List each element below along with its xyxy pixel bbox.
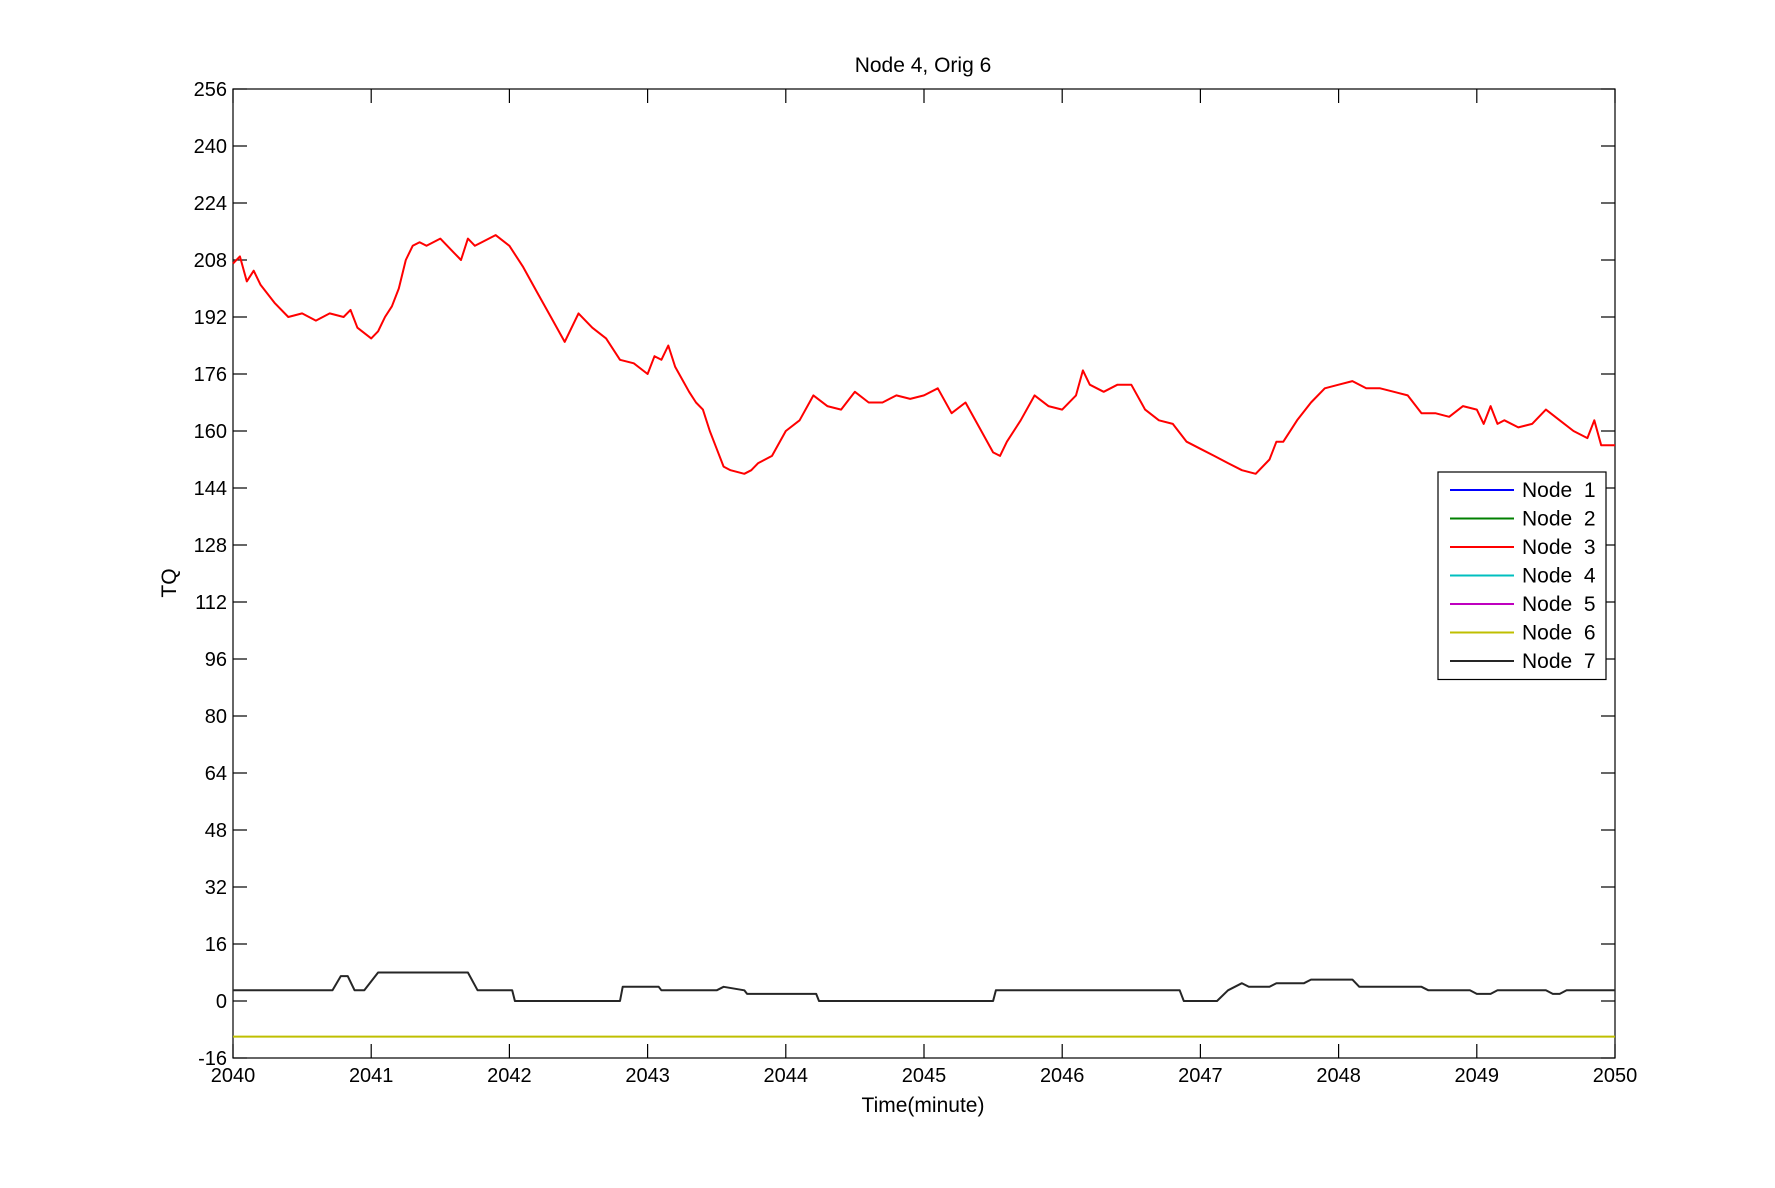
x-tick-label: 2049: [1455, 1065, 1500, 1087]
x-tick-label: 2043: [625, 1065, 670, 1087]
y-tick-label: 112: [195, 592, 227, 614]
legend-label: Node 7: [1522, 650, 1596, 673]
legend-label: Node 4: [1522, 565, 1596, 588]
y-tick-label: 16: [205, 934, 227, 956]
y-tick-label: 32: [205, 877, 227, 899]
y-axis-label: TQ: [158, 568, 181, 597]
legend-label: Node 3: [1522, 536, 1596, 559]
y-tick-label: 128: [194, 535, 227, 557]
x-tick-label: 2046: [1040, 1065, 1085, 1087]
x-tick-label: 2044: [764, 1065, 809, 1087]
y-tick-label: 192: [194, 307, 227, 329]
x-tick-label: 2050: [1593, 1065, 1638, 1087]
x-tick-label: 2045: [902, 1065, 947, 1087]
x-tick-label: 2041: [349, 1065, 394, 1087]
legend-label: Node 6: [1522, 622, 1596, 645]
series-line-3: [232, 234, 1615, 475]
y-tick-label: 64: [205, 763, 227, 785]
y-tick-label: -16: [198, 1048, 227, 1070]
y-tick-label: 96: [205, 649, 227, 671]
chart-title: Node 4, Orig 6: [855, 54, 992, 77]
legend-label: Node 5: [1522, 593, 1596, 616]
y-tick-label: 80: [205, 706, 227, 728]
y-tick-label: 144: [194, 478, 227, 500]
x-tick-label: 2047: [1178, 1065, 1223, 1087]
y-tick-label: 240: [194, 136, 227, 158]
y-tick-label: 256: [194, 79, 227, 101]
legend-label: Node 1: [1522, 479, 1596, 502]
y-tick-label: 208: [194, 250, 227, 272]
x-tick-label: 2040: [211, 1065, 256, 1087]
x-axis-label: Time(minute): [862, 1094, 985, 1117]
axes-box: [232, 88, 1616, 1059]
legend-label: Node 2: [1522, 508, 1596, 531]
y-tick-label: 0: [216, 991, 227, 1013]
y-tick-label: 48: [205, 820, 227, 842]
legend: Node 1 Node 2 Node 3 Node 4 Node 5 Node 6 Node…: [1437, 471, 1607, 681]
series-line-7: [233, 971, 1615, 1002]
y-tick-label: 176: [194, 364, 227, 386]
y-tick-label: 160: [194, 421, 227, 443]
y-tick-label: 224: [194, 193, 227, 215]
x-tick-label: 2042: [487, 1065, 532, 1087]
x-tick-label: 2048: [1316, 1065, 1361, 1087]
plot-area: 2040 2041 2042 2043 2044 2045 2046 2047 2048 2049…: [194, 79, 1638, 1087]
